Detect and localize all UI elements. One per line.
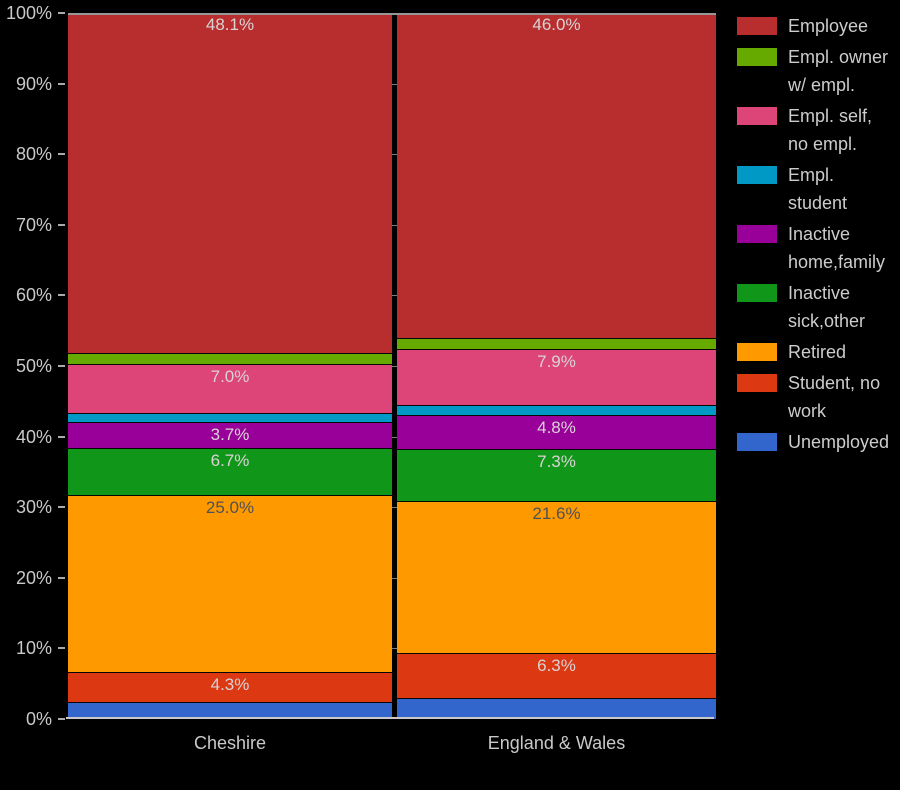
y-tick-mark (58, 294, 65, 297)
bar-segment-label: 48.1% (205, 15, 255, 34)
legend-item: Student, no work (737, 369, 896, 425)
bar-segment-label: 6.3% (537, 656, 576, 676)
legend-item: Empl. owner w/ empl. (737, 43, 896, 99)
bar-segment[interactable]: 3.7% (68, 421, 392, 448)
legend-item: Employee (737, 12, 896, 40)
bar-segment[interactable]: 21.6% (397, 500, 716, 654)
bar-segment[interactable] (397, 404, 716, 416)
y-tick-label: 10% (15, 638, 52, 659)
bar-segment[interactable]: 48.1% (68, 13, 392, 353)
legend: Employee Empl. owner w/ empl. Empl. self, … (737, 12, 896, 459)
bar-column-1: 46.0% 7.9% 4.8% 7.3% 21.6% 6.3% (397, 13, 716, 719)
bar-segment[interactable]: 25.0% (68, 495, 392, 672)
bar-column-0: 48.1% 7.0% 3.7% 6.7% 25.0% 4.3% (68, 13, 392, 719)
legend-swatch-icon (737, 225, 777, 243)
y-tick-mark (58, 506, 65, 509)
bar-segment-label: 7.0% (210, 366, 250, 386)
bar-segment[interactable]: 7.0% (68, 363, 392, 414)
legend-label: Inactive home,family (788, 224, 886, 272)
bar-segment[interactable]: 4.8% (397, 415, 716, 450)
gridline-80 (68, 154, 716, 156)
y-tick-mark (58, 12, 65, 14)
legend-swatch-icon (737, 107, 777, 125)
gridline-90 (68, 83, 716, 85)
y-tick-label: 20% (15, 567, 52, 588)
legend-label: Empl. self, no empl. (788, 106, 873, 154)
gridline-30 (68, 507, 716, 509)
bar-segment-label: 6.7% (210, 450, 250, 470)
bar-segment[interactable] (68, 352, 392, 364)
bar-segment[interactable] (68, 701, 392, 719)
y-tick-mark (58, 365, 65, 367)
legend-label: Retired (788, 342, 847, 362)
legend-swatch-icon (737, 374, 777, 392)
bar-segment[interactable]: 46.0% (397, 13, 716, 338)
bar-segment-label: 7.9% (537, 352, 576, 372)
legend-swatch-icon (737, 17, 777, 35)
y-tick-mark (58, 153, 65, 156)
y-tick-label: 70% (15, 214, 52, 235)
legend-item: Inactive home,family (737, 220, 896, 276)
bar-segment-label: 4.8% (537, 418, 576, 438)
y-tick-mark (58, 647, 65, 650)
gridline-60 (68, 295, 716, 297)
bar-segment-label: 25.0% (205, 498, 255, 518)
legend-swatch-icon (737, 343, 777, 361)
bar-segment[interactable]: 7.9% (397, 349, 716, 405)
y-tick-label: 60% (15, 285, 52, 306)
y-tick-label: 40% (15, 426, 52, 447)
gridline-40 (68, 436, 716, 438)
gridline-10 (68, 648, 716, 650)
legend-item: Empl. self, no empl. (737, 102, 896, 158)
legend-label: Unemployed (788, 432, 890, 452)
y-tick-label: 50% (15, 356, 52, 376)
legend-label: Employee (788, 16, 869, 36)
x-category-label: England & Wales (487, 733, 626, 753)
bar-segment-label: 7.3% (537, 452, 576, 472)
legend-item: Inactive sick,other (737, 279, 896, 335)
legend-item: Empl. student (737, 161, 896, 217)
legend-label: Inactive sick,other (788, 283, 866, 331)
y-tick-label: 90% (15, 73, 52, 94)
x-category-label: Cheshire (193, 733, 267, 753)
zero-baseline (66, 717, 714, 719)
bar-segment-label: 3.7% (210, 424, 250, 444)
y-tick-label: 100% (5, 3, 52, 23)
bar-segment-label: 4.3% (210, 674, 250, 694)
y-tick-mark (58, 223, 65, 226)
plot-area: 48.1% 7.0% 3.7% 6.7% 25.0% 4.3% 46.0% 7.9% 4.8% 7… (66, 13, 716, 719)
legend-item: Unemployed (737, 428, 896, 456)
bar-segment[interactable] (68, 413, 392, 422)
bar-segment[interactable] (397, 337, 716, 350)
legend-label: Student, no work (788, 373, 881, 421)
y-tick-label: 30% (15, 497, 52, 518)
y-tick-mark (58, 718, 65, 720)
legend-label: Empl. student (788, 165, 848, 213)
legend-swatch-icon (737, 433, 777, 451)
gridline-20 (68, 577, 716, 579)
bar-segment[interactable]: 6.3% (397, 653, 716, 698)
plot-top-line (68, 13, 716, 15)
bar-segment[interactable]: 6.7% (68, 447, 392, 496)
y-tick-label: 0% (25, 709, 52, 729)
bar-segment[interactable]: 7.3% (397, 449, 716, 501)
bar-segment-label: 21.6% (532, 503, 581, 523)
legend-swatch-icon (737, 48, 777, 66)
gridline-50 (68, 366, 716, 367)
legend-swatch-icon (737, 284, 777, 302)
legend-label: Empl. owner w/ empl. (788, 47, 889, 95)
y-tick-mark (58, 576, 65, 579)
legend-item: Retired (737, 338, 896, 366)
bar-segment[interactable] (397, 697, 716, 719)
y-tick-mark (58, 435, 65, 438)
bar-segment-label: 46.0% (532, 15, 581, 34)
y-tick-label: 80% (15, 144, 52, 165)
legend-swatch-icon (737, 166, 777, 184)
bar-segment[interactable]: 4.3% (68, 671, 392, 702)
gridline-70 (68, 224, 716, 226)
y-tick-mark (58, 82, 65, 85)
